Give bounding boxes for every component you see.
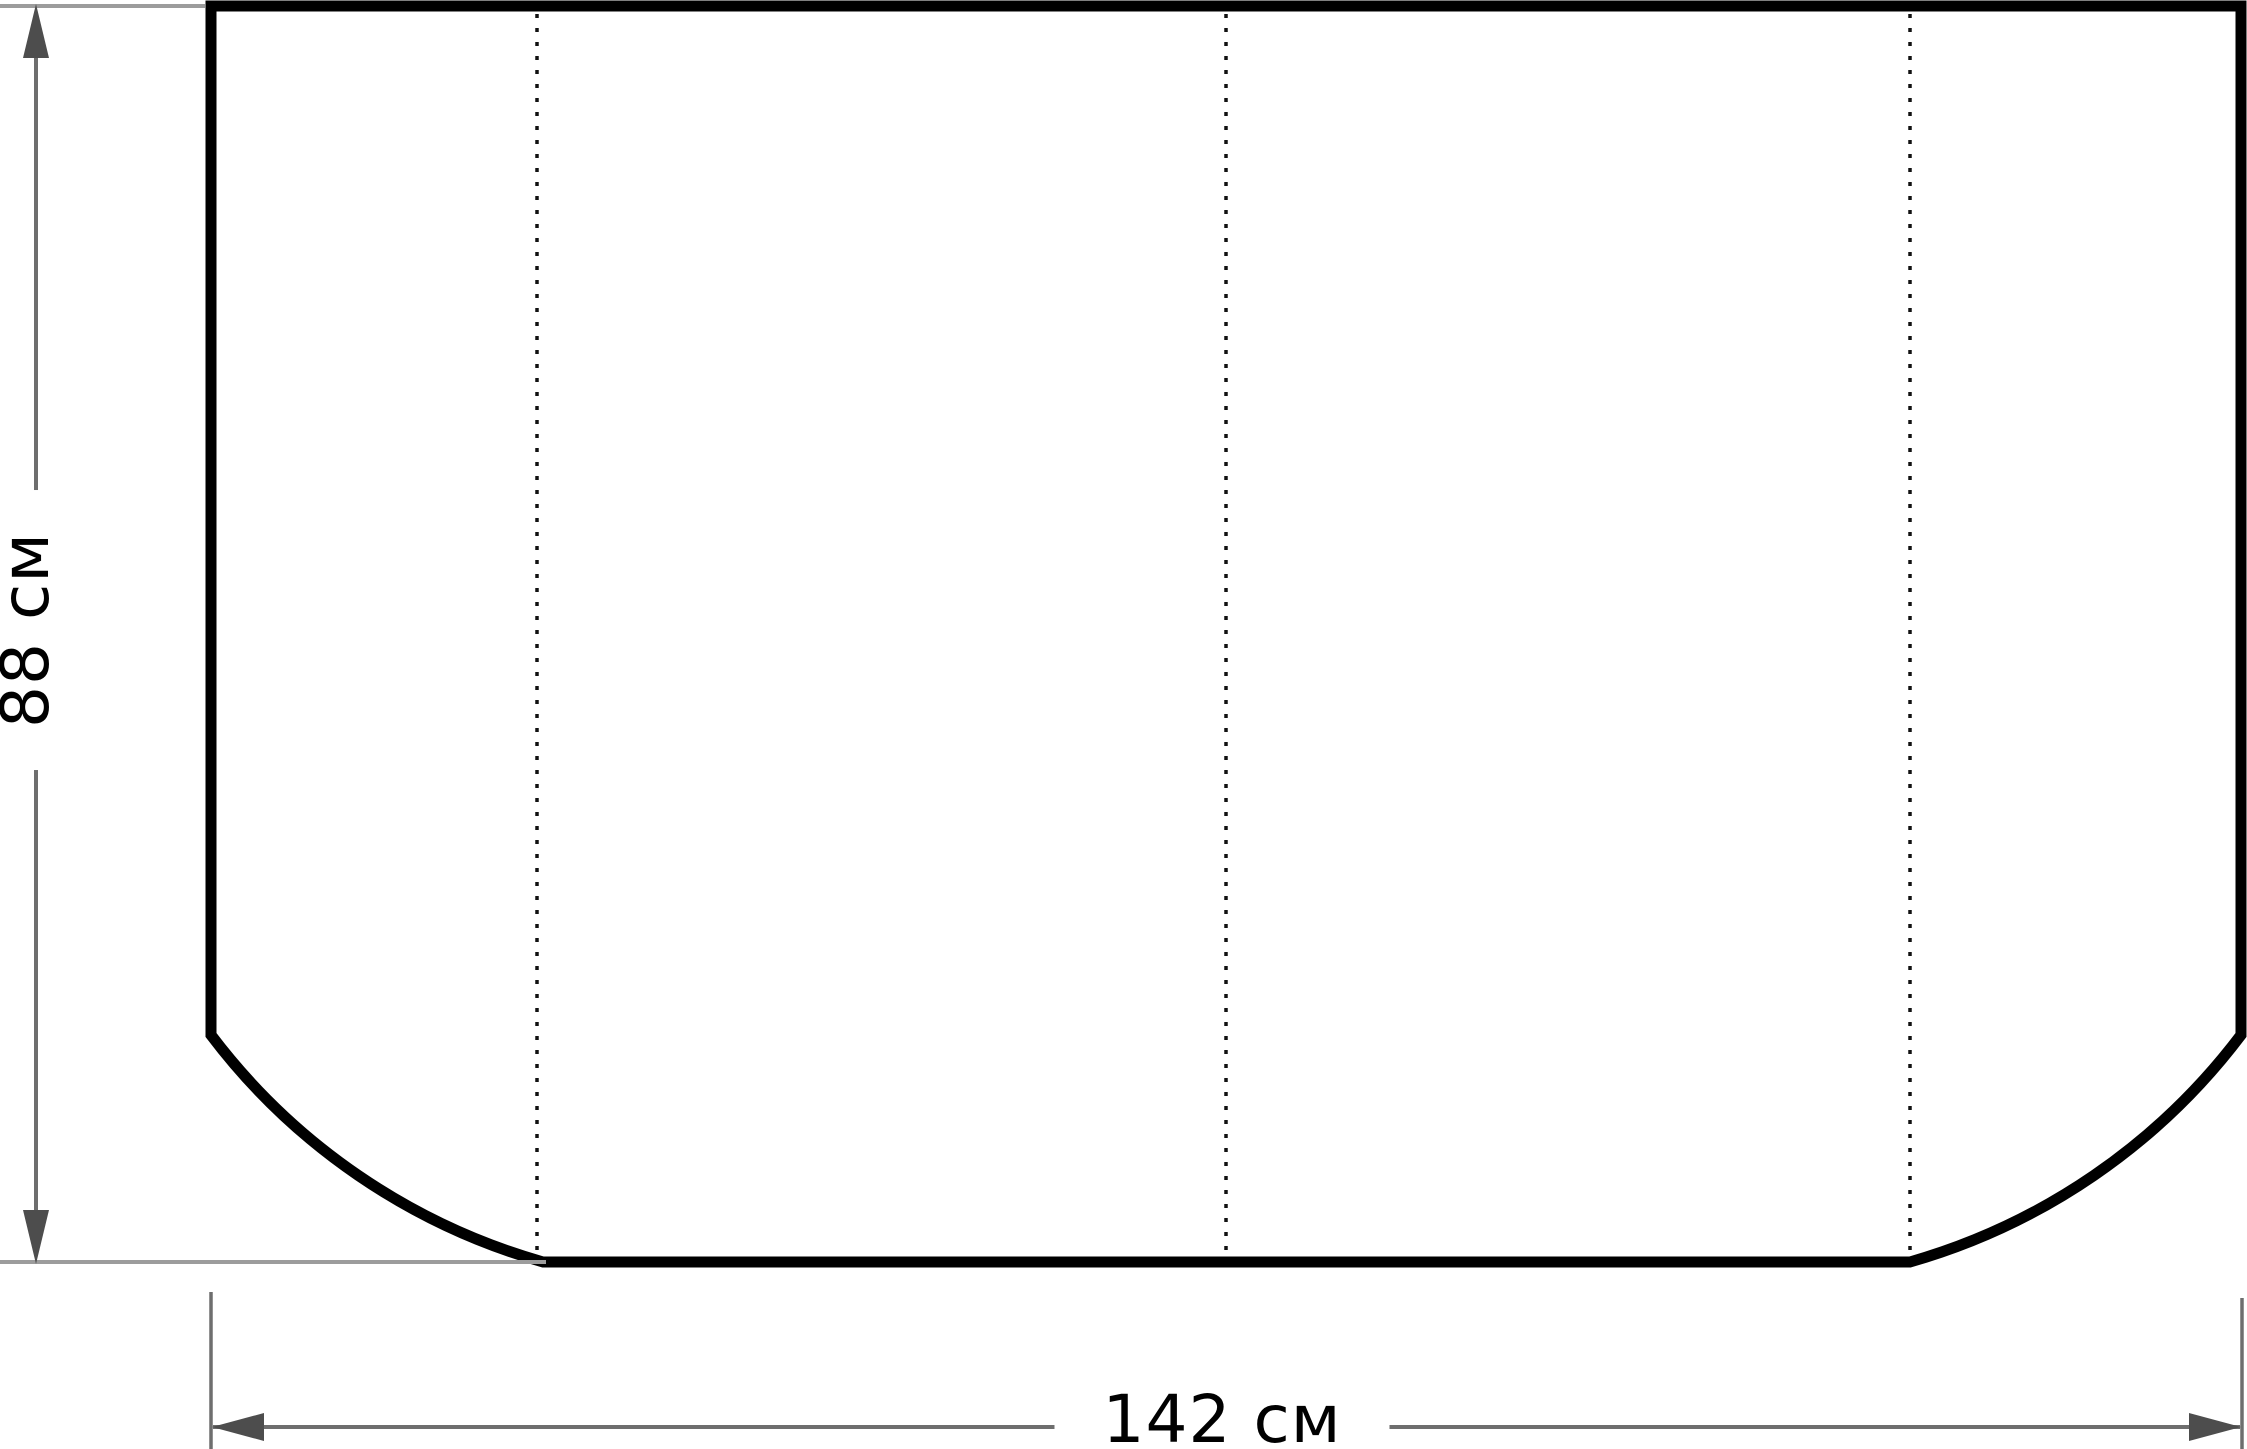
height-arrow-up-icon bbox=[23, 4, 49, 58]
width-dimension-label: 142 см bbox=[1054, 1387, 1390, 1449]
width-arrow-right-icon bbox=[2189, 1413, 2241, 1441]
height-arrow-down-icon bbox=[23, 1210, 49, 1264]
height-dimension-label: 88 см bbox=[0, 489, 64, 771]
width-arrow-left-icon bbox=[212, 1413, 264, 1441]
